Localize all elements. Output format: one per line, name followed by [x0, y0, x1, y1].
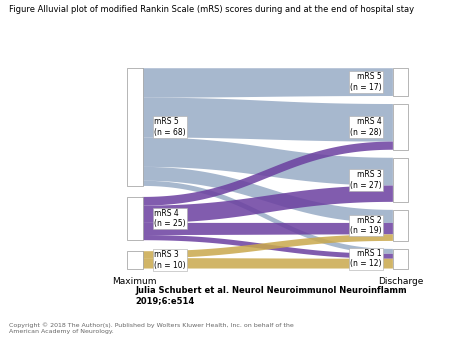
Bar [393, 210, 409, 241]
Bar [393, 249, 409, 268]
Text: mRS 4
(n = 28): mRS 4 (n = 28) [350, 117, 382, 137]
Text: mRS 1
(n = 12): mRS 1 (n = 12) [350, 249, 382, 268]
Polygon shape [143, 167, 393, 223]
Text: Maximum: Maximum [112, 276, 157, 286]
Text: Julia Schubert et al. Neurol Neuroimmunol Neuroinflamm
2019;6:e514: Julia Schubert et al. Neurol Neuroimmuno… [135, 286, 407, 305]
Text: mRS 5
(n = 17): mRS 5 (n = 17) [350, 72, 382, 92]
Text: mRS 4
(n = 25): mRS 4 (n = 25) [154, 209, 185, 228]
Polygon shape [143, 142, 393, 206]
Polygon shape [143, 234, 393, 258]
Text: Figure Alluvial plot of modified Rankin Scale (mRS) scores during and at the end: Figure Alluvial plot of modified Rankin … [9, 5, 414, 14]
Polygon shape [143, 98, 393, 142]
Bar [127, 197, 143, 240]
Text: mRS 3
(n = 10): mRS 3 (n = 10) [154, 250, 185, 270]
Polygon shape [143, 223, 393, 235]
Text: mRS 3
(n = 27): mRS 3 (n = 27) [350, 170, 382, 190]
Text: mRS 5
(n = 68): mRS 5 (n = 68) [154, 117, 185, 137]
Polygon shape [143, 258, 393, 268]
Bar [127, 251, 143, 268]
Bar [393, 158, 409, 202]
Polygon shape [143, 68, 393, 98]
Bar [393, 68, 409, 96]
Polygon shape [143, 181, 393, 254]
Bar [393, 104, 409, 150]
Text: mRS 2
(n = 19): mRS 2 (n = 19) [350, 216, 382, 235]
Polygon shape [143, 235, 393, 259]
Polygon shape [143, 138, 393, 186]
Text: Copyright © 2018 The Author(s). Published by Wolters Kluwer Health, Inc. on beha: Copyright © 2018 The Author(s). Publishe… [9, 323, 294, 334]
Text: Discharge: Discharge [378, 276, 423, 286]
Polygon shape [143, 186, 393, 223]
Bar [127, 68, 143, 186]
